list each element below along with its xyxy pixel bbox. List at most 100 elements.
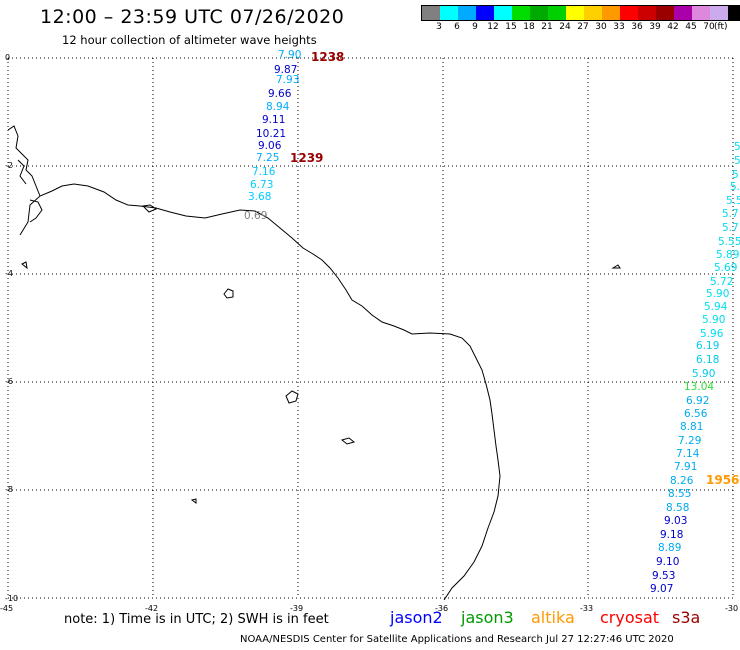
coastline — [7, 125, 621, 601]
legend-swatch — [440, 6, 458, 20]
legend-label: 18 — [523, 22, 535, 32]
pass-time-label: 1238 — [311, 50, 344, 64]
legend-label: 6 — [454, 22, 460, 32]
legend-swatch — [620, 6, 638, 20]
wave-height-label: 7.29 — [678, 435, 701, 447]
x-tick-label: -33 — [580, 604, 593, 613]
wave-height-label: 8.81 — [680, 421, 703, 433]
legend-swatch — [566, 6, 584, 20]
wave-height-label: 10.21 — [256, 128, 286, 140]
legend-label: 12 — [487, 22, 499, 32]
legend-swatch — [728, 6, 740, 20]
x-tick-label: -42 — [145, 604, 158, 613]
wave-height-label: 5.5 — [726, 195, 740, 207]
credit-line: NOAA/NESDIS Center for Satellite Applica… — [240, 634, 674, 645]
wave-height-label: 9.18 — [660, 529, 683, 541]
map-grid: 0 -2 -4 -6 -8 -10-45 -42 -39 -36 -33 -30 — [0, 53, 738, 613]
legend-swatch — [656, 6, 674, 20]
legend-swatch — [674, 6, 692, 20]
wave-height-label: 9.66 — [268, 88, 292, 100]
wave-height-label: 5.7 — [722, 208, 739, 220]
wave-height-label: 5.7 — [722, 222, 739, 234]
wave-height-label: 8.55 — [668, 488, 691, 500]
wave-height-label: 6.19 — [696, 340, 719, 352]
legend-swatch — [476, 6, 494, 20]
footer-note: note: 1) Time is in UTC; 2) SWH is in fe… — [64, 612, 329, 627]
legend-swatches — [421, 5, 740, 21]
wave-height-label: 5.96 — [700, 328, 724, 340]
wave-height-label: 5 — [732, 169, 739, 181]
wave-height-label: 5.90 — [692, 368, 715, 380]
x-tick-label: -30 — [725, 604, 738, 613]
wave-height-label: 13.04 — [684, 381, 714, 393]
legend-swatch — [638, 6, 656, 20]
wave-height-label: 5. — [730, 181, 740, 193]
wave-height-label: 9.03 — [664, 515, 687, 527]
island — [340, 437, 356, 445]
wave-height-label: 6.92 — [686, 395, 709, 407]
wave-height-label: 9.87 — [274, 64, 297, 76]
legend-swatch — [494, 6, 512, 20]
legend-label: 36 — [631, 22, 643, 32]
island — [611, 264, 621, 269]
wave-height-label: 5.69 — [714, 262, 737, 274]
island — [21, 261, 28, 270]
legend-label: 9 — [472, 22, 478, 32]
legend-label: 33 — [613, 22, 625, 32]
y-tick-label: -10 — [5, 594, 18, 603]
satellite-name: cryosat — [600, 608, 660, 627]
legend-swatch — [530, 6, 548, 20]
wave-height-label: 9.07 — [650, 583, 673, 595]
wave-height-label: 3.68 — [248, 191, 271, 203]
legend-label: 24 — [559, 22, 571, 32]
satellite-name: jason3 — [461, 608, 514, 627]
x-tick-label: -45 — [0, 604, 13, 613]
wave-height-label: 9.11 — [262, 114, 285, 126]
legend-unit: (ft) — [714, 22, 728, 32]
chart-title: 12:00 – 23:59 UTC 07/26/2020 — [40, 6, 345, 28]
legend-swatch — [458, 6, 476, 20]
wave-height-label: 8.89 — [658, 542, 681, 554]
wave-height-label: 5 — [734, 141, 740, 153]
altimeter-tracks: 7.90 9.877.93 9.668.949.11 10.219.067.25 7.1… — [244, 49, 740, 595]
wave-height-label: 9.06 — [258, 140, 282, 152]
wave-height-label: 6.56 — [684, 408, 708, 420]
legend-swatch — [602, 6, 620, 20]
wave-height-label: 9.10 — [656, 556, 679, 568]
wave-height-label: 7.25 — [256, 152, 279, 164]
legend-label: 70 — [703, 22, 715, 32]
island — [190, 498, 197, 504]
legend-swatch — [584, 6, 602, 20]
y-tick-label: -4 — [5, 269, 13, 278]
island — [285, 390, 299, 404]
wave-height-label: 5.90 — [706, 288, 729, 300]
y-tick-label: 0 — [5, 53, 10, 62]
legend-label: 30 — [595, 22, 607, 32]
wave-height-label: 7.14 — [676, 448, 700, 460]
satellite-name: s3a — [672, 608, 701, 627]
wave-height-label: 8.26 — [670, 475, 694, 487]
wave-height-label: 8.58 — [666, 502, 689, 514]
legend-label: 21 — [541, 22, 553, 32]
coastline-brazil — [19, 183, 501, 601]
wave-height-label: 5.89 — [716, 249, 739, 261]
wave-height-label: 9.53 — [652, 570, 675, 582]
legend-label: 15 — [505, 22, 517, 32]
legend-label: 3 — [436, 22, 442, 32]
wave-height-label: 6.18 — [696, 354, 719, 366]
wave-height-label: 7.93 — [276, 74, 299, 86]
x-tick-label: -39 — [290, 604, 303, 613]
island — [141, 204, 158, 213]
wave-height-label: 5.72 — [710, 276, 733, 288]
pass-time-label: 1239 — [290, 151, 323, 165]
wave-height-label: 5.90 — [702, 314, 725, 326]
wave-height-label: 6.73 — [250, 179, 273, 191]
legend-label: 45 — [685, 22, 697, 32]
wave-height-label: 8.94 — [266, 101, 290, 113]
wave-height-label: 7.90 — [278, 49, 301, 61]
legend-swatch — [512, 6, 530, 20]
y-tick-label: -2 — [5, 161, 13, 170]
legend-swatch — [548, 6, 566, 20]
legend-swatch — [422, 6, 440, 20]
